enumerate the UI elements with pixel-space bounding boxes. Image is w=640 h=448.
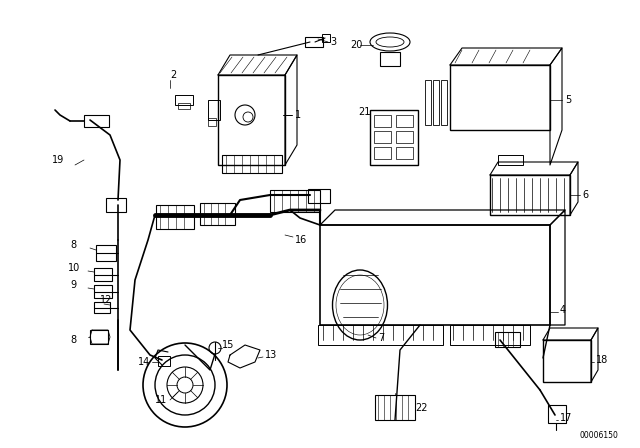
Text: 17: 17 — [560, 413, 572, 423]
Text: 22: 22 — [415, 403, 428, 413]
Bar — [175, 95, 193, 105]
Text: 20: 20 — [350, 40, 362, 50]
Bar — [156, 205, 194, 229]
Bar — [308, 189, 330, 203]
Text: 14: 14 — [138, 357, 150, 367]
Bar — [543, 340, 591, 382]
Bar — [433, 80, 439, 125]
Bar — [84, 115, 109, 127]
Text: 8: 8 — [70, 240, 76, 250]
Bar — [200, 203, 235, 225]
Text: 21: 21 — [358, 107, 371, 117]
Bar — [222, 155, 282, 173]
Bar — [396, 131, 413, 143]
Bar — [270, 190, 320, 212]
Text: 3: 3 — [330, 37, 336, 47]
Bar — [374, 115, 391, 127]
Text: 6: 6 — [582, 190, 588, 200]
Bar — [96, 245, 116, 261]
Bar — [450, 325, 530, 345]
Text: 9: 9 — [70, 280, 76, 290]
Bar — [375, 395, 415, 420]
Bar — [208, 100, 220, 120]
Text: 12: 12 — [100, 295, 113, 305]
Text: 4: 4 — [560, 305, 566, 315]
Bar — [178, 103, 190, 109]
Bar — [158, 356, 170, 366]
Bar — [318, 325, 443, 345]
Text: 5: 5 — [565, 95, 572, 105]
Bar — [374, 131, 391, 143]
Bar — [90, 330, 108, 344]
Text: 19: 19 — [52, 155, 64, 165]
Text: 18: 18 — [596, 355, 608, 365]
Bar — [441, 80, 447, 125]
Bar — [396, 115, 413, 127]
Text: 10: 10 — [68, 263, 80, 273]
Bar — [94, 285, 112, 298]
Bar — [106, 198, 126, 212]
Bar — [498, 155, 523, 165]
Text: 00006150: 00006150 — [580, 431, 619, 439]
Bar — [94, 302, 110, 313]
Bar — [490, 175, 570, 215]
Text: 2: 2 — [170, 70, 176, 80]
Bar — [380, 52, 400, 66]
Bar — [495, 332, 520, 347]
Bar — [374, 147, 391, 159]
Bar — [425, 80, 431, 125]
Bar — [396, 147, 413, 159]
Bar — [548, 405, 566, 423]
Bar — [94, 268, 112, 281]
Text: 11: 11 — [155, 395, 167, 405]
Bar — [208, 118, 216, 126]
Text: 7: 7 — [378, 333, 384, 343]
Bar — [322, 34, 330, 42]
Text: 15: 15 — [222, 340, 234, 350]
Text: 1: 1 — [295, 110, 301, 120]
Text: 16: 16 — [295, 235, 307, 245]
Bar — [305, 37, 323, 47]
Bar — [450, 65, 550, 130]
Bar — [320, 225, 550, 325]
Bar — [218, 75, 285, 165]
Text: 13: 13 — [265, 350, 277, 360]
Text: 8: 8 — [70, 335, 76, 345]
Bar — [370, 110, 418, 165]
